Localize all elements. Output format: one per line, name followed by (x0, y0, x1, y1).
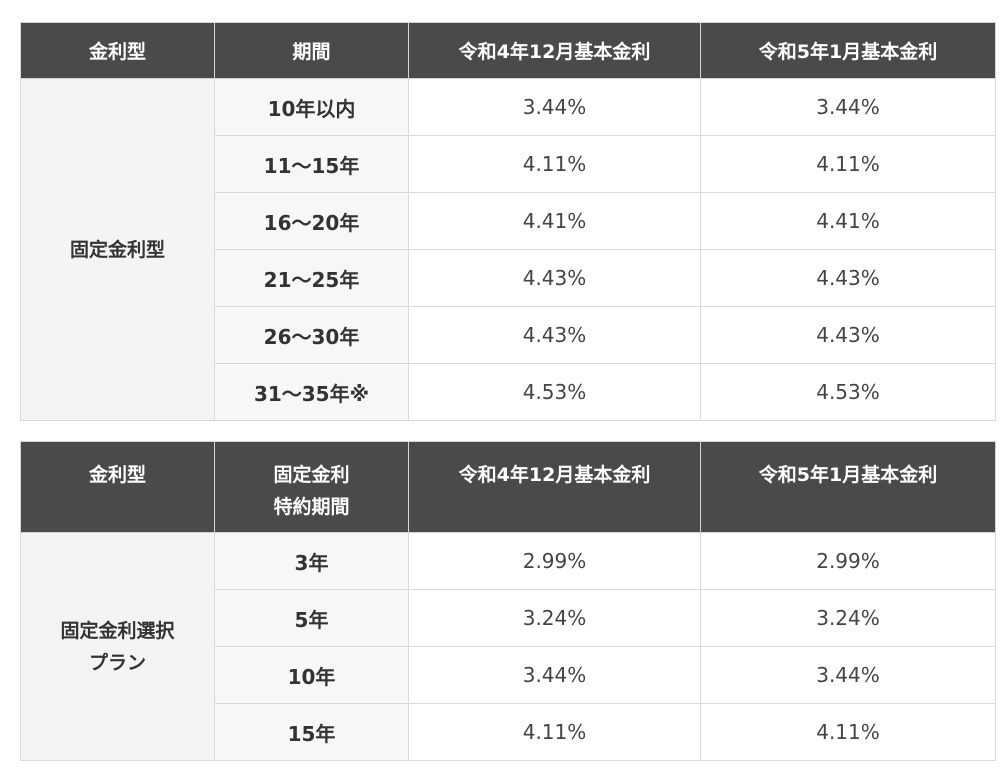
january-rate-cell: 4.41% (700, 192, 996, 250)
december-rate-cell: 2.99% (408, 532, 701, 590)
header-row: 金利型 期間 令和4年12月基本金利 令和5年1月基本金利 (20, 22, 996, 79)
january-rate-cell: 3.44% (700, 78, 996, 136)
fixed-rate-selection-table: 金利型 固定金利 特約期間 令和4年12月基本金利 令和5年1月基本金利 固定金… (20, 441, 996, 761)
december-rate-cell: 4.43% (408, 306, 701, 364)
december-rate-cell: 4.11% (408, 703, 701, 761)
january-rate-cell: 4.53% (700, 363, 996, 421)
header-december-rate: 令和4年12月基本金利 (408, 22, 701, 79)
header-row: 金利型 固定金利 特約期間 令和4年12月基本金利 令和5年1月基本金利 (20, 441, 996, 533)
december-rate-cell: 4.11% (408, 135, 701, 193)
header-december-rate: 令和4年12月基本金利 (408, 441, 701, 533)
december-rate-cell: 3.44% (408, 646, 701, 704)
table-row: 固定金利選択 プラン 3年 2.99% 2.99% (20, 532, 996, 761)
header-rate-type: 金利型 (20, 441, 215, 533)
period-cell: 16〜20年 (214, 192, 409, 250)
header-january-rate: 令和5年1月基本金利 (700, 441, 996, 533)
period-cell: 26〜30年 (214, 306, 409, 364)
january-rate-cell: 3.44% (700, 646, 996, 704)
period-cell: 15年 (214, 703, 409, 761)
table-row: 5年 3.24% 3.24% (21, 589, 996, 647)
january-rate-cell: 2.99% (700, 532, 996, 590)
period-cell: 5年 (214, 589, 409, 647)
period-cell: 21〜25年 (214, 249, 409, 307)
header-special-period-line2: 特約期間 (273, 496, 350, 518)
rate-type-cell: 固定金利選択 プラン (20, 532, 215, 761)
period-cell: 31〜35年※ (214, 363, 409, 421)
header-special-period: 固定金利 特約期間 (214, 441, 409, 533)
january-rate-cell: 4.11% (700, 703, 996, 761)
table-row: 15年 4.11% 4.11% (21, 703, 996, 761)
december-rate-cell: 4.41% (408, 192, 701, 250)
table-row: 固定金利型 10年以内 3.44% 3.44% (20, 78, 996, 421)
period-cell: 11〜15年 (214, 135, 409, 193)
table-row: 11〜15年 4.11% 4.11% (21, 135, 996, 193)
header-period: 期間 (214, 22, 409, 79)
december-rate-cell: 4.43% (408, 249, 701, 307)
header-january-rate: 令和5年1月基本金利 (700, 22, 996, 79)
december-rate-cell: 3.44% (408, 78, 701, 136)
period-cell: 3年 (214, 532, 409, 590)
december-rate-cell: 4.53% (408, 363, 701, 421)
january-rate-cell: 4.43% (700, 306, 996, 364)
table-row: 21〜25年 4.43% 4.43% (21, 249, 996, 307)
january-rate-cell: 4.43% (700, 249, 996, 307)
period-cell: 10年 (214, 646, 409, 704)
table-row: 16〜20年 4.41% 4.41% (21, 192, 996, 250)
december-rate-cell: 3.24% (408, 589, 701, 647)
january-rate-cell: 3.24% (700, 589, 996, 647)
period-cell: 10年以内 (214, 78, 409, 136)
table-row: 10年 3.44% 3.44% (21, 646, 996, 704)
january-rate-cell: 4.11% (700, 135, 996, 193)
header-special-period-line1: 固定金利 (273, 464, 350, 486)
rate-type-line1: 固定金利選択 (60, 619, 175, 642)
rate-type-line2: プラン (88, 651, 146, 674)
rate-type-cell: 固定金利型 (20, 78, 215, 421)
fixed-rate-table: 金利型 期間 令和4年12月基本金利 令和5年1月基本金利 固定金利型 10年以… (20, 22, 996, 421)
table-row: 26〜30年 4.43% 4.43% (21, 306, 996, 364)
table-row: 31〜35年※ 4.53% 4.53% (21, 363, 996, 421)
header-rate-type: 金利型 (20, 22, 215, 79)
